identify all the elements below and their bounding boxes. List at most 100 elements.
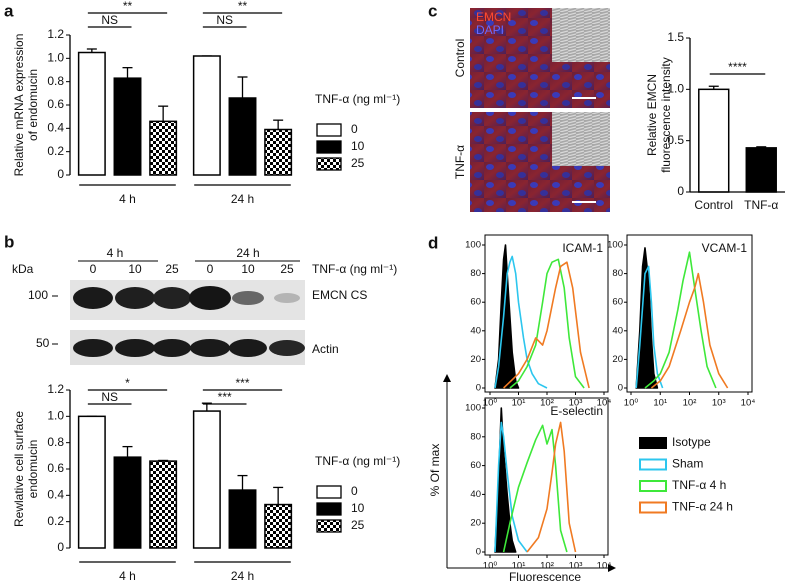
histogram-curve xyxy=(650,272,729,389)
x-tick-label: 10² xyxy=(683,398,697,409)
arrow-head xyxy=(608,564,616,572)
lane-label: 10 xyxy=(128,262,142,276)
legend-label: TNF-α 4 h xyxy=(672,478,726,492)
significance-label: ** xyxy=(123,0,133,13)
x-tick-label: 10¹ xyxy=(512,561,526,572)
bar xyxy=(149,120,178,176)
legend-label: 10 xyxy=(351,139,365,153)
significance-label: * xyxy=(125,376,130,390)
y-tick-label: 0.2 xyxy=(47,514,64,528)
y-axis-label: fluorescence intensity xyxy=(659,57,673,172)
y-tick-label: 1.0 xyxy=(47,51,64,65)
x-tick-label: 24 h xyxy=(231,192,254,206)
y-tick-label: 100 xyxy=(465,403,481,414)
band xyxy=(269,340,305,356)
bar xyxy=(264,128,293,176)
legend-label: 10 xyxy=(351,501,365,515)
y-tick-label: 0 xyxy=(476,383,481,394)
x-tick-label: 10⁴ xyxy=(741,398,756,409)
x-tick-label: 10⁴ xyxy=(597,398,612,409)
x-axis-label: Fluorescence xyxy=(509,570,581,584)
time-label: 24 h xyxy=(236,246,259,260)
y-tick-label: 0 xyxy=(677,184,684,198)
lane-label: 25 xyxy=(165,262,179,276)
x-tick-label: 10⁰ xyxy=(624,398,639,409)
y-tick-label: 20 xyxy=(470,354,481,365)
significance-label: *** xyxy=(218,390,232,404)
arrow-head xyxy=(443,374,451,382)
significance-label: NS xyxy=(101,390,118,404)
panel-title: ICAM-1 xyxy=(562,241,603,255)
y-tick-label: 80 xyxy=(470,268,481,279)
legend-swatch xyxy=(316,157,342,171)
histogram-curve xyxy=(494,421,528,553)
inset-image xyxy=(552,8,610,62)
bar xyxy=(113,77,142,176)
y-tick-label: 1.0 xyxy=(667,82,684,96)
legend-swatch xyxy=(639,437,667,449)
micrographs: EMCN DAPI Control TNF-α xyxy=(453,8,610,212)
y-tick-label: 1.2 xyxy=(47,382,64,396)
legend-swatch xyxy=(316,502,342,516)
y-tick-label: 60 xyxy=(612,297,623,308)
y-axis-label: endomucin xyxy=(26,440,40,499)
significance-label: NS xyxy=(101,13,118,27)
y-tick-label: 40 xyxy=(470,489,481,500)
lane-label: 25 xyxy=(280,262,294,276)
flow-axes xyxy=(443,374,616,572)
y-tick-label: 60 xyxy=(470,460,481,471)
y-tick-label: 0.5 xyxy=(667,133,684,147)
y-tick-label: 1.5 xyxy=(667,30,684,44)
y-tick-label: 0 xyxy=(57,167,64,181)
legend-swatch xyxy=(316,519,342,533)
x-tick-label: Control xyxy=(694,198,733,212)
y-tick-label: 100 xyxy=(465,240,481,251)
x-tick-label: 10³ xyxy=(712,398,726,409)
x-tick-label: 4 h xyxy=(119,569,136,583)
y-axis-label: % Of max xyxy=(428,444,442,497)
band-label: Actin xyxy=(312,342,339,356)
legend-swatch xyxy=(639,458,667,471)
lane-label: 0 xyxy=(207,262,214,276)
y-axis-label: Rewlative cell surface xyxy=(12,411,26,527)
panel-title: E-selectin xyxy=(550,404,603,418)
bar xyxy=(113,456,142,549)
y-axis-label: Relative mRNA expression xyxy=(12,34,26,177)
band xyxy=(115,287,155,309)
band xyxy=(153,339,191,357)
stain-label: DAPI xyxy=(476,23,504,37)
y-tick-label: 100 xyxy=(607,240,623,251)
x-tick-label: 10² xyxy=(540,398,554,409)
y-tick-label: 40 xyxy=(470,325,481,336)
legend-swatch xyxy=(639,501,667,514)
x-tick-label: 4 h xyxy=(119,192,136,206)
y-tick-label: 1.0 xyxy=(47,409,64,423)
histogram-curve xyxy=(635,265,664,389)
stain-label: EMCN xyxy=(476,10,511,24)
y-tick-label: 0 xyxy=(57,540,64,554)
band-label: EMCN CS xyxy=(312,288,367,302)
band xyxy=(190,339,230,357)
x-tick-label: 10² xyxy=(540,561,554,572)
y-tick-label: 20 xyxy=(612,354,623,365)
y-tick-label: 0 xyxy=(618,383,623,394)
band xyxy=(153,287,191,309)
x-tick-label: 10⁴ xyxy=(597,561,612,572)
legend-label: 0 xyxy=(351,484,358,498)
band xyxy=(189,286,231,310)
x-tick-label: 10¹ xyxy=(512,398,526,409)
y-tick-label: 0.6 xyxy=(47,461,64,475)
x-tick-label: 10³ xyxy=(569,398,583,409)
lane-label: 0 xyxy=(90,262,97,276)
bar xyxy=(192,410,221,549)
legend-swatch xyxy=(316,123,342,137)
legend-title: TNF-α (ng ml⁻¹) xyxy=(315,92,400,106)
x-tick-label: 10⁰ xyxy=(483,398,498,409)
y-tick-label: 1.2 xyxy=(47,27,64,41)
y-tick-label: 0.8 xyxy=(47,435,64,449)
legend-label: Sham xyxy=(672,457,703,471)
band xyxy=(73,339,113,357)
bar xyxy=(698,88,730,193)
